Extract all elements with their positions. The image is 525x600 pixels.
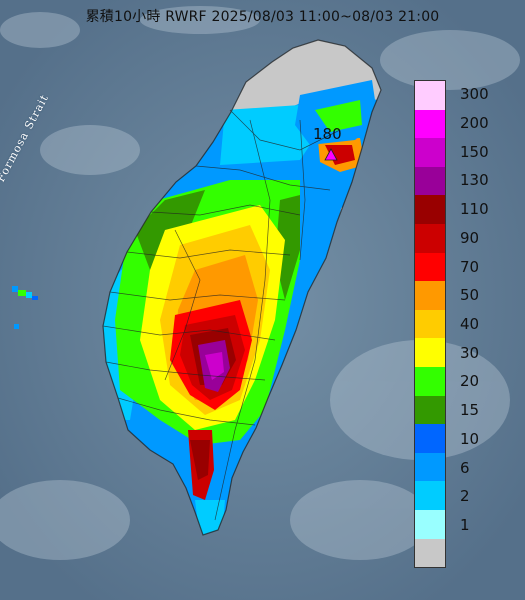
legend-label: 1 bbox=[460, 515, 470, 534]
legend-swatch bbox=[415, 309, 445, 339]
legend-swatch bbox=[415, 481, 445, 510]
peak-marker bbox=[324, 148, 338, 161]
legend-label: 110 bbox=[460, 200, 489, 219]
legend-label: 300 bbox=[460, 85, 489, 104]
legend-swatch bbox=[415, 509, 445, 539]
legend-labels: 300 200 150 130 110 90 70 50 40 30 20 15 10 6 2 1 bbox=[460, 80, 520, 568]
admin-boundaries bbox=[102, 39, 382, 536]
legend-swatch bbox=[415, 538, 445, 568]
legend-label: 2 bbox=[460, 487, 470, 506]
legend-color-bar bbox=[414, 80, 446, 568]
legend-label: 90 bbox=[460, 228, 480, 247]
legend-swatch bbox=[415, 395, 445, 425]
legend-label: 30 bbox=[460, 343, 480, 362]
cloud-texture bbox=[0, 6, 520, 560]
legend-label: 200 bbox=[460, 114, 489, 133]
legend-swatch bbox=[415, 138, 445, 167]
legend-label: 50 bbox=[460, 286, 480, 305]
legend-swatch bbox=[415, 281, 445, 310]
legend-label: 70 bbox=[460, 257, 480, 276]
legend-swatch bbox=[415, 166, 445, 196]
legend-swatch bbox=[415, 223, 445, 253]
legend-swatch bbox=[415, 424, 445, 453]
legend-label: 130 bbox=[460, 171, 489, 190]
legend-swatch bbox=[415, 452, 445, 482]
legend-swatch bbox=[415, 109, 445, 139]
legend-label: 40 bbox=[460, 315, 480, 333]
legend-label: 10 bbox=[460, 429, 480, 448]
legend-swatch bbox=[415, 195, 445, 224]
offshore-echoes bbox=[12, 286, 38, 329]
legend-swatch bbox=[415, 252, 445, 282]
legend-swatch bbox=[415, 81, 445, 110]
legend-label: 20 bbox=[460, 372, 480, 391]
legend-label: 15 bbox=[460, 401, 480, 420]
peak-value-label: 180 bbox=[313, 125, 342, 143]
legend-label: 150 bbox=[460, 142, 489, 161]
legend-swatch bbox=[415, 338, 445, 367]
legend-swatch bbox=[415, 366, 445, 396]
legend-label: 6 bbox=[460, 458, 470, 477]
map-title: 累積10小時 RWRF 2025/08/03 11:00~08/03 21:00 bbox=[85, 9, 440, 25]
